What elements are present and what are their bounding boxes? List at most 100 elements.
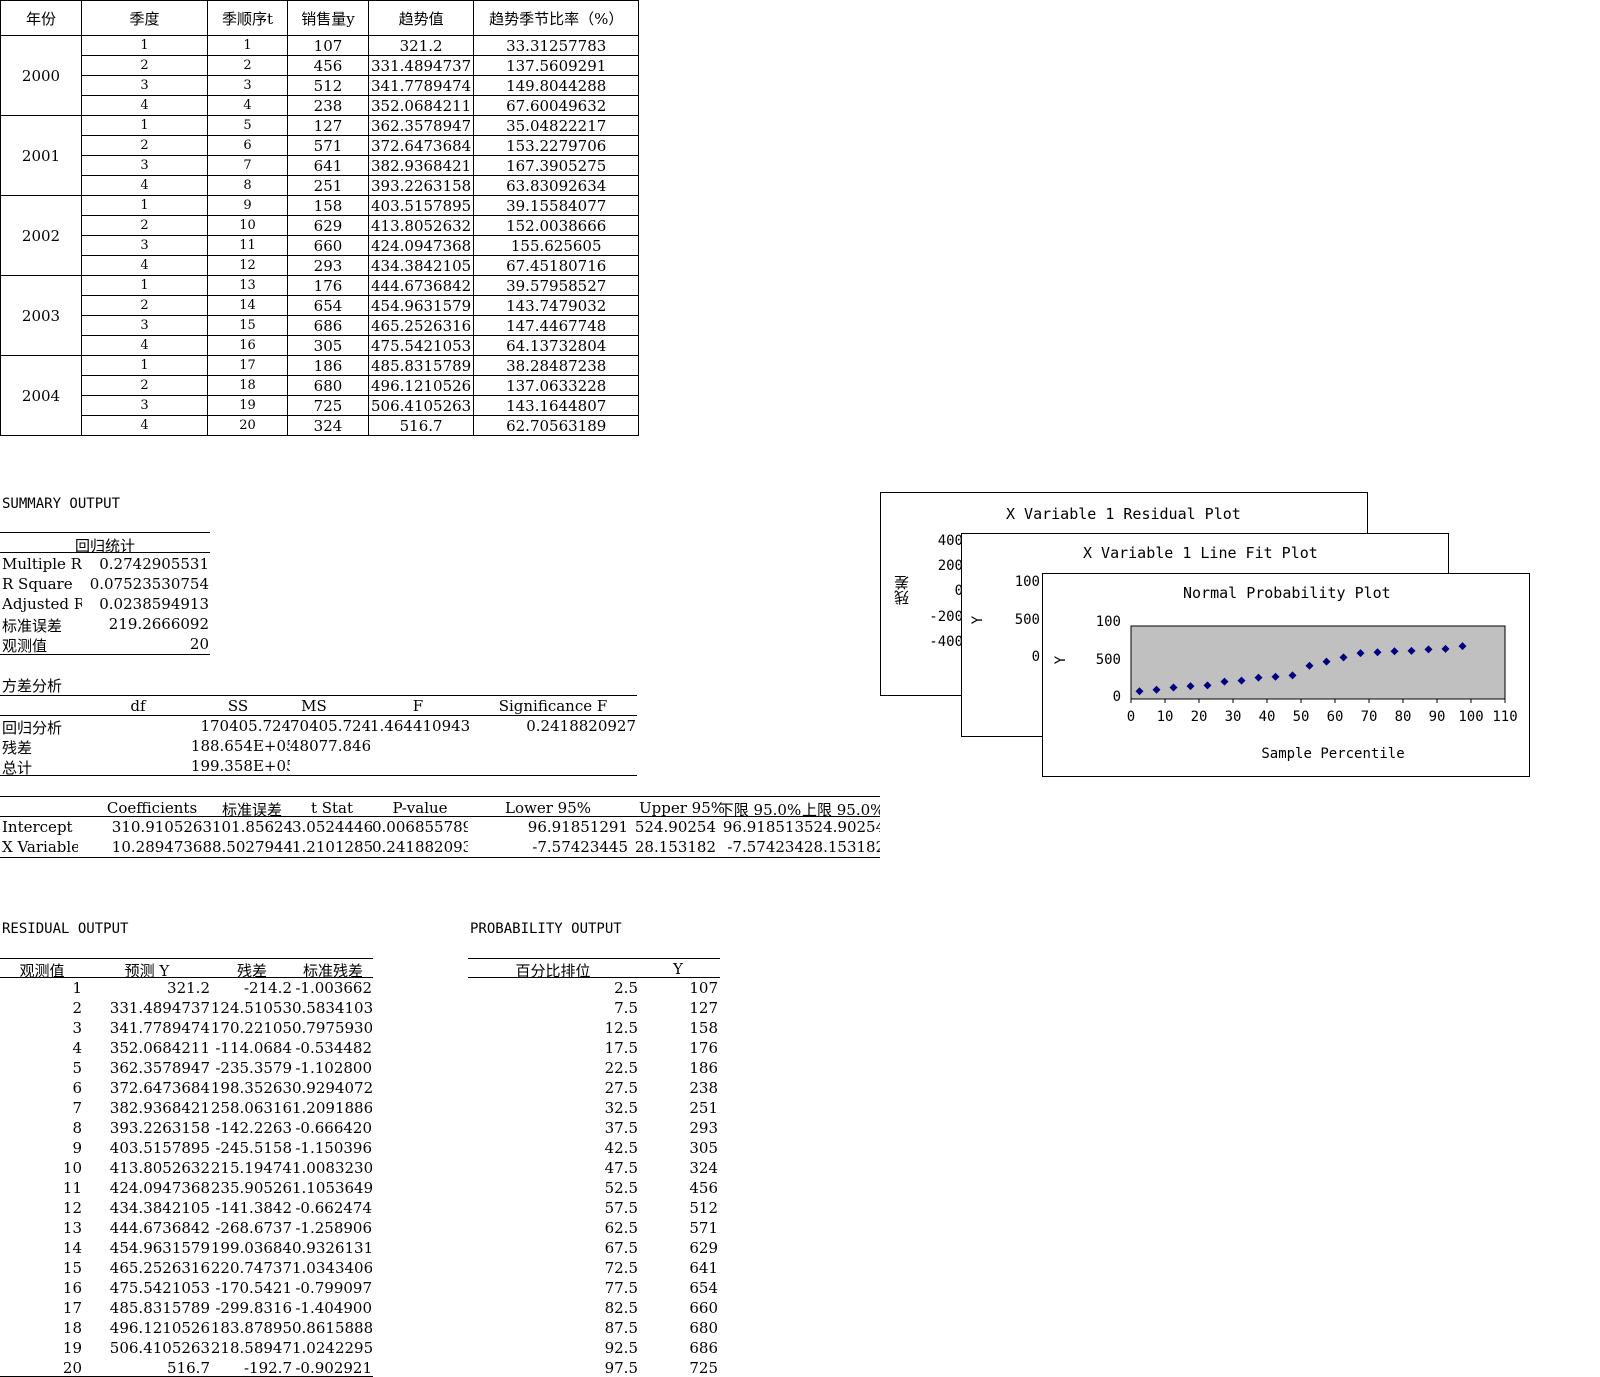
sales-cell: 176 [287, 275, 369, 296]
sales-cell: 251 [287, 175, 369, 196]
residual-cell: 434.3842105 [109, 1199, 210, 1217]
prob-cell: 680 [689, 1319, 718, 1337]
ratio-cell: 167.3905275 [473, 155, 640, 176]
trend-cell: 485.8315789 [367, 355, 475, 376]
residual-cell: -170.5421 [215, 1279, 292, 1297]
residual-cell: 475.5421053 [109, 1279, 210, 1297]
coef-col-header: 下限 95.0% [718, 801, 802, 819]
reg-stat-label: Multiple R [2, 555, 82, 573]
normal-prob-plot-xticks: 0 10 20 30 40 50 60 70 80 90 100 110 [1127, 699, 1518, 725]
prob-cell: 512 [689, 1199, 718, 1217]
quarter-cell: 4 [81, 175, 208, 196]
probability-output-title: PROBABILITY OUTPUT [470, 921, 622, 937]
year-cell: 2004 [0, 355, 82, 436]
residual-cell: 0.9326131 [292, 1239, 372, 1257]
sales-cell: 654 [287, 295, 369, 316]
coef-row-label: X Variable 1 [2, 838, 78, 856]
prob-cell: 52.5 [604, 1179, 638, 1197]
coef-bottom-rule [0, 857, 880, 858]
residual-cell: -114.0684 [215, 1039, 292, 1057]
trend-cell: 434.3842105 [367, 255, 475, 276]
normal-probability-plot-chart[interactable]: Normal Probability Plot Y 100 500 0 0 10 2… [1042, 573, 1530, 777]
trend-cell: 413.8052632 [367, 215, 475, 236]
top-table-row: 4 16 305 475.5421053 64.13732804 [1, 335, 640, 356]
quarter-cell: 3 [81, 315, 208, 336]
sales-cell: 686 [287, 315, 369, 336]
trend-cell: 454.9631579 [367, 295, 475, 316]
line-fit-plot-ytick: 0 [1031, 649, 1040, 665]
residual-cell: -141.3842 [215, 1199, 292, 1217]
season-order-cell: 3 [207, 75, 288, 96]
sales-cell: 305 [287, 335, 369, 356]
normal-prob-plot-xlabel: Sample Percentile [1261, 746, 1405, 762]
anova-col-header: df [130, 697, 146, 715]
x-tick-label: 80 [1395, 709, 1412, 725]
reg-stat-value: 0.2742905531 [99, 555, 209, 573]
quarter-cell: 4 [81, 415, 208, 436]
col-header-trend: 趋势值 [367, 0, 475, 36]
quarter-cell: 4 [81, 335, 208, 356]
ratio-cell: 35.04822217 [473, 115, 640, 136]
anova-cell: 1.464410943 [370, 717, 470, 735]
residual-cell: 20 [62, 1359, 82, 1377]
anova-header-rule [0, 715, 637, 716]
data-point [1441, 644, 1450, 653]
residual-cell: 19 [62, 1339, 82, 1357]
prob-cell: 238 [689, 1079, 718, 1097]
residual-cell: -142.2263 [215, 1119, 292, 1137]
quarter-cell: 2 [81, 215, 208, 236]
coef-cell: 310.9105263 [111, 818, 212, 836]
year-cell: 2003 [0, 275, 82, 356]
residual-plot-ytick: -400 [929, 634, 963, 650]
reg-stat-value: 20 [189, 635, 209, 653]
normal-prob-plot-points [1135, 642, 1467, 696]
quarter-cell: 4 [81, 95, 208, 116]
season-order-cell: 18 [207, 375, 288, 396]
prob-cell: 47.5 [604, 1159, 638, 1177]
prob-cell: 641 [689, 1259, 718, 1277]
ratio-cell: 137.5609291 [473, 55, 640, 76]
sales-cell: 660 [287, 235, 369, 256]
anova-col-header: Significance F [498, 697, 608, 715]
prob-cell: 186 [689, 1059, 718, 1077]
data-point [1356, 649, 1365, 658]
year-cell: 2000 [0, 35, 82, 116]
data-point [1135, 687, 1144, 696]
normal-prob-plot-area [1130, 625, 1506, 700]
residual-cell: 9 [72, 1139, 82, 1157]
residual-cell: -268.6737 [215, 1219, 292, 1237]
residual-cell: 465.2526316 [109, 1259, 210, 1277]
anova-row-label: 残差 [2, 739, 33, 757]
prob-cell: 62.5 [604, 1219, 638, 1237]
x-tick-label: 110 [1492, 709, 1517, 725]
residual-header-rule [0, 977, 373, 978]
sales-cell: 127 [287, 115, 369, 136]
normal-prob-plot-ytick: 500 [1095, 652, 1121, 668]
prob-top-rule [468, 958, 720, 959]
residual-cell: -214.2 [243, 979, 292, 997]
col-header-ratio: 趋势季节比率（%） [473, 0, 640, 36]
residual-cell: 341.7789474 [109, 1019, 210, 1037]
top-table-row: 3 7 641 382.9368421 167.3905275 [1, 155, 640, 176]
residual-cell: -0.534482 [295, 1039, 372, 1057]
sales-cell: 293 [287, 255, 369, 276]
quarter-cell: 2 [81, 295, 208, 316]
sales-cell: 158 [287, 195, 369, 216]
sales-cell: 571 [287, 135, 369, 156]
ratio-cell: 155.625605 [473, 235, 640, 256]
prob-cell: 22.5 [604, 1059, 638, 1077]
residual-cell: -0.666420 [295, 1119, 372, 1137]
reg-stat-label: R Square [2, 575, 73, 593]
data-point [1254, 673, 1263, 682]
prob-cell: 57.5 [604, 1199, 638, 1217]
data-point [1322, 657, 1331, 666]
ratio-cell: 149.8044288 [473, 75, 640, 96]
ratio-cell: 147.4467748 [473, 315, 640, 336]
residual-cell: 454.9631579 [109, 1239, 210, 1257]
residual-cell: -245.5158 [215, 1139, 292, 1157]
anova-row-label: 总计 [2, 759, 33, 777]
normal-prob-plot-svg: 0 10 20 30 40 50 60 70 80 90 100 110 [1127, 625, 1518, 725]
sales-cell: 238 [287, 95, 369, 116]
coef-row-label: Intercept [2, 818, 73, 836]
ratio-cell: 39.57958527 [473, 275, 640, 296]
